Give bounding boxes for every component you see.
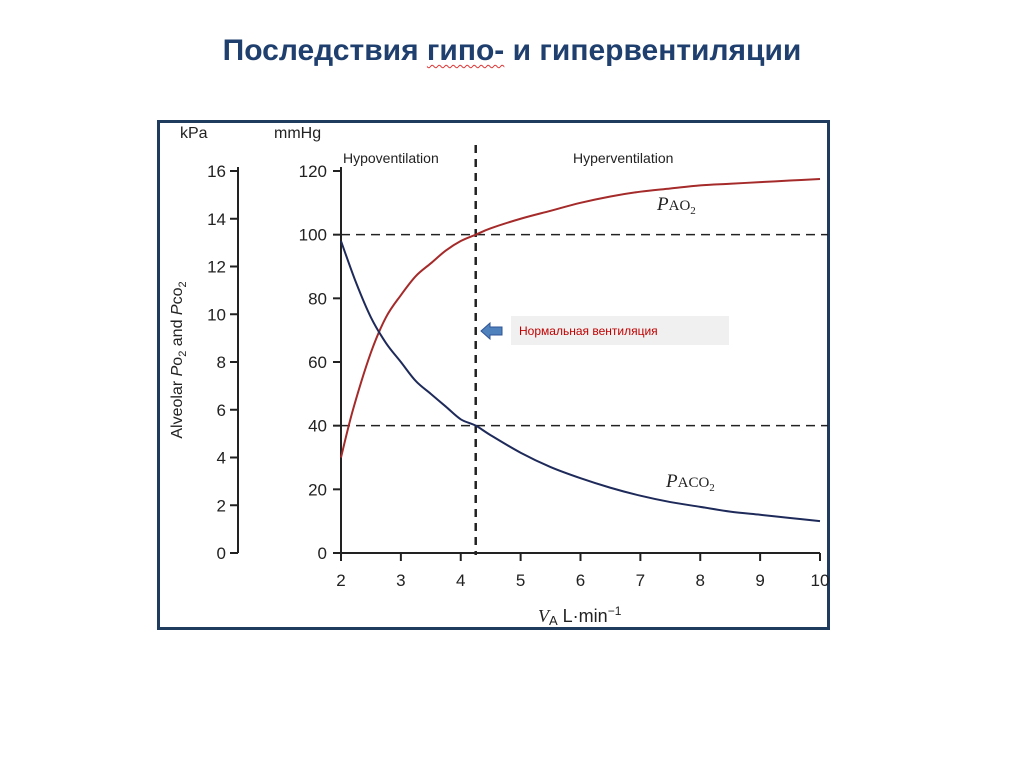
series-label-pao2: PAO2 [656, 194, 696, 217]
mmhg-tick-label: 100 [299, 226, 327, 245]
annotation-arrow-icon [480, 321, 503, 341]
title-part-1: Последствия [222, 34, 427, 67]
series-line-pao2 [340, 177, 821, 458]
mmhg-tick-label: 80 [308, 289, 327, 308]
kpa-tick-label: 16 [207, 162, 226, 181]
x-tick-label: 2 [336, 571, 345, 590]
mmhg-tick-label: 120 [299, 162, 327, 181]
x-tick-label: 8 [696, 571, 705, 590]
kpa-tick-label: 6 [217, 401, 226, 420]
y-axis-label: Alveolar Po2 and Pco2 [169, 281, 189, 438]
mmhg-tick-label: 20 [308, 480, 327, 499]
kpa-tick-label: 4 [217, 449, 226, 468]
kpa-tick-label: 8 [217, 353, 226, 372]
region-label-hyperventilation: Hyperventilation [573, 150, 673, 166]
annotation-text: Нормальная вентиляция [519, 324, 658, 338]
mmhg-tick-label: 60 [308, 353, 327, 372]
x-axis-label: VA L·min−1 [538, 604, 622, 628]
x-tick-label: 9 [755, 571, 764, 590]
x-tick-label: 5 [516, 571, 525, 590]
title-part-2: гипо- [426, 34, 505, 67]
kpa-tick-label: 14 [207, 210, 226, 229]
mmhg-tick-label: 0 [318, 544, 327, 563]
slide-title: Последствия гипо- и гипервентиляции [0, 34, 1024, 68]
series-line-paco2 [340, 240, 821, 523]
x-tick-label: 3 [396, 571, 405, 590]
mmhg-tick-label: 40 [308, 417, 327, 436]
title-part-3: и гипервентиляции [504, 34, 802, 67]
kpa-tick-label: 10 [207, 305, 226, 324]
kpa-tick-label: 2 [217, 496, 226, 515]
x-tick-label: 6 [576, 571, 585, 590]
kpa-tick-label: 0 [217, 544, 226, 563]
annotation-box [511, 316, 729, 345]
x-tick-label: 10 [811, 571, 830, 590]
kpa-tick-label: 12 [207, 258, 226, 277]
x-tick-label: 4 [456, 571, 465, 590]
mmhg-unit-label: mmHg [274, 125, 321, 142]
chart-frame [157, 120, 830, 630]
x-tick-label: 7 [636, 571, 645, 590]
region-label-hypoventilation: Hypoventilation [343, 150, 439, 166]
kpa-unit-label: kPa [180, 125, 208, 142]
series-label-paco2: PACO2 [665, 471, 715, 494]
